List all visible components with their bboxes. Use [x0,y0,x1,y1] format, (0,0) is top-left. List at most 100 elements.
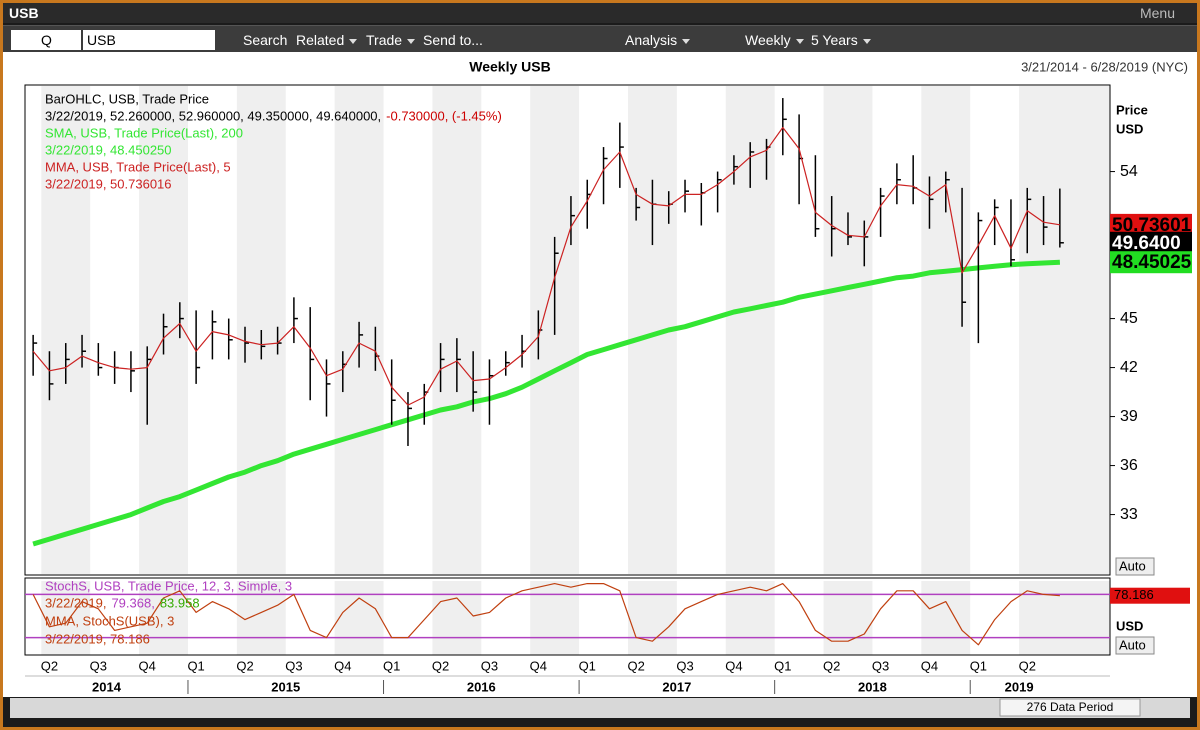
x-tick-label: Q4 [334,658,351,673]
quarter-band [1019,581,1110,655]
symbol-type[interactable]: Q [11,30,81,50]
y-tick-label: 54 [1120,163,1138,180]
x-tick-label: Q4 [921,658,938,673]
year-label: 2018 [858,679,887,694]
stoch-last-box [1110,587,1190,604]
stoch-legend-title: StochS, USB, Trade Price, 12, 3, Simple,… [45,578,292,593]
legend-readout: 3/22/2019, 52.260000, 52.960000, 49.3500… [45,108,381,123]
toolbar-button[interactable]: Trade [366,32,416,48]
toolbar-button[interactable]: 5 Years [811,32,871,48]
quarter-band [1019,86,1110,574]
last-value-label: 50.73601 [1112,215,1192,236]
quarter-band [725,581,775,655]
x-tick-label: Q3 [872,658,889,673]
stoch-readout: 3/22/2019, [45,595,106,610]
symbol-input[interactable]: USB [83,30,215,50]
stoch-readout: 79.368, [111,595,154,610]
legend-title: SMA, USB, Trade Price(Last), 200 [45,125,243,140]
year-label: 2014 [92,679,122,694]
x-tick-label: Q2 [1019,658,1036,673]
year-label: 2019 [1005,679,1034,694]
data-period-box[interactable] [999,698,1141,717]
quarter-band [236,581,286,655]
toolbar-label: Trade [366,32,403,48]
x-tick-label: Q3 [90,658,107,673]
currency: USD [1116,121,1143,136]
stoch-legend-title: MMA, StochS(USB), 3 [45,613,174,628]
stoch-line [32,583,1060,646]
x-tick-label: Q3 [676,658,693,673]
x-tick-label: Q2 [236,658,253,673]
quarter-band [41,581,91,655]
toolbar-button[interactable]: Analysis [625,32,691,48]
data-period: 276 Data Period [1027,700,1114,714]
x-tick-label: Q4 [139,658,156,673]
legend-readout: 3/22/2019, 48.450250 [45,142,172,157]
x-tick-label: Q4 [530,658,547,673]
quarter-band [432,581,482,655]
toolbar-label: Weekly [745,32,791,48]
stoch-readout: 83.958 [160,595,200,610]
toolbar-button[interactable]: Search [243,32,288,48]
stoch-currency: USD [1116,618,1143,633]
x-tick-label: Q2 [823,658,840,673]
y-axis-label: Price [1116,102,1148,117]
plot-frame [24,84,1111,576]
x-tick-label: Q1 [774,658,791,673]
toolbar-label: Related [296,32,345,48]
year-label: 2015 [271,679,300,694]
x-tick-label: Q1 [579,658,596,673]
x-tick-label: Q1 [970,658,987,673]
quarter-band [921,581,971,655]
legend-readout: 3/22/2019, 50.736016 [45,176,172,191]
legend-title: BarOHLC, USB, Trade Price [45,91,209,106]
window-title: USB [9,5,39,21]
x-tick-label: Q1 [187,658,204,673]
y-tick-label: 45 [1120,310,1138,327]
auto-label: Auto [1119,637,1146,652]
x-tick-label: Q2 [432,658,449,673]
last-value-label: 49.6400 [1112,233,1181,254]
scrollbar[interactable] [10,698,1190,718]
sma-line [32,259,1061,547]
x-tick-label: Q3 [481,658,498,673]
x-tick-label: Q2 [41,658,58,673]
chart-title: Weekly USB [469,59,550,75]
quarter-band [432,86,482,574]
legend-title: MMA, USB, Trade Price(Last), 5 [45,159,231,174]
x-tick-label: Q4 [725,658,742,673]
toolbar-button[interactable]: Weekly [745,32,804,48]
toolbar-label: 5 Years [811,32,858,48]
quarter-band [627,581,677,655]
quarter-band [530,581,580,655]
chart-background [3,52,1197,697]
quarter-band [41,86,91,574]
legend-change: -0.730000, (-1.45%) [386,108,502,123]
quarter-band [334,581,384,655]
menu[interactable]: Menu [1139,5,1175,21]
last-value-box [1110,213,1192,236]
toolbar: Q USB Search Related Trade Send to... An… [3,25,1197,54]
year-label: 2016 [467,679,496,694]
toolbar-button[interactable]: Send to... [423,32,483,48]
x-tick-label: Q1 [383,658,400,673]
stoch-readout: 3/22/2019, 78.186 [45,631,150,646]
stoch-frame [24,577,1111,656]
auto-button[interactable] [1115,557,1155,576]
y-tick-label: 36 [1120,457,1138,474]
mma-line [32,126,1060,406]
y-tick-label: 33 [1120,506,1138,523]
auto-button[interactable] [1115,636,1155,655]
toolbar-button[interactable]: Related [296,32,358,48]
y-tick-label: 42 [1120,359,1138,376]
date-range: 3/21/2014 - 6/28/2019 (NYC) [1021,59,1188,74]
y-tick-label: 39 [1120,408,1138,425]
background-bands [41,86,1110,655]
quarter-band [139,581,188,655]
x-tick-label: Q3 [285,658,302,673]
title-bar: USB Menu [3,3,1197,23]
stoch-last-label: 78.186 [1114,587,1154,602]
auto-label: Auto [1119,558,1146,573]
last-value-box [1110,231,1192,254]
